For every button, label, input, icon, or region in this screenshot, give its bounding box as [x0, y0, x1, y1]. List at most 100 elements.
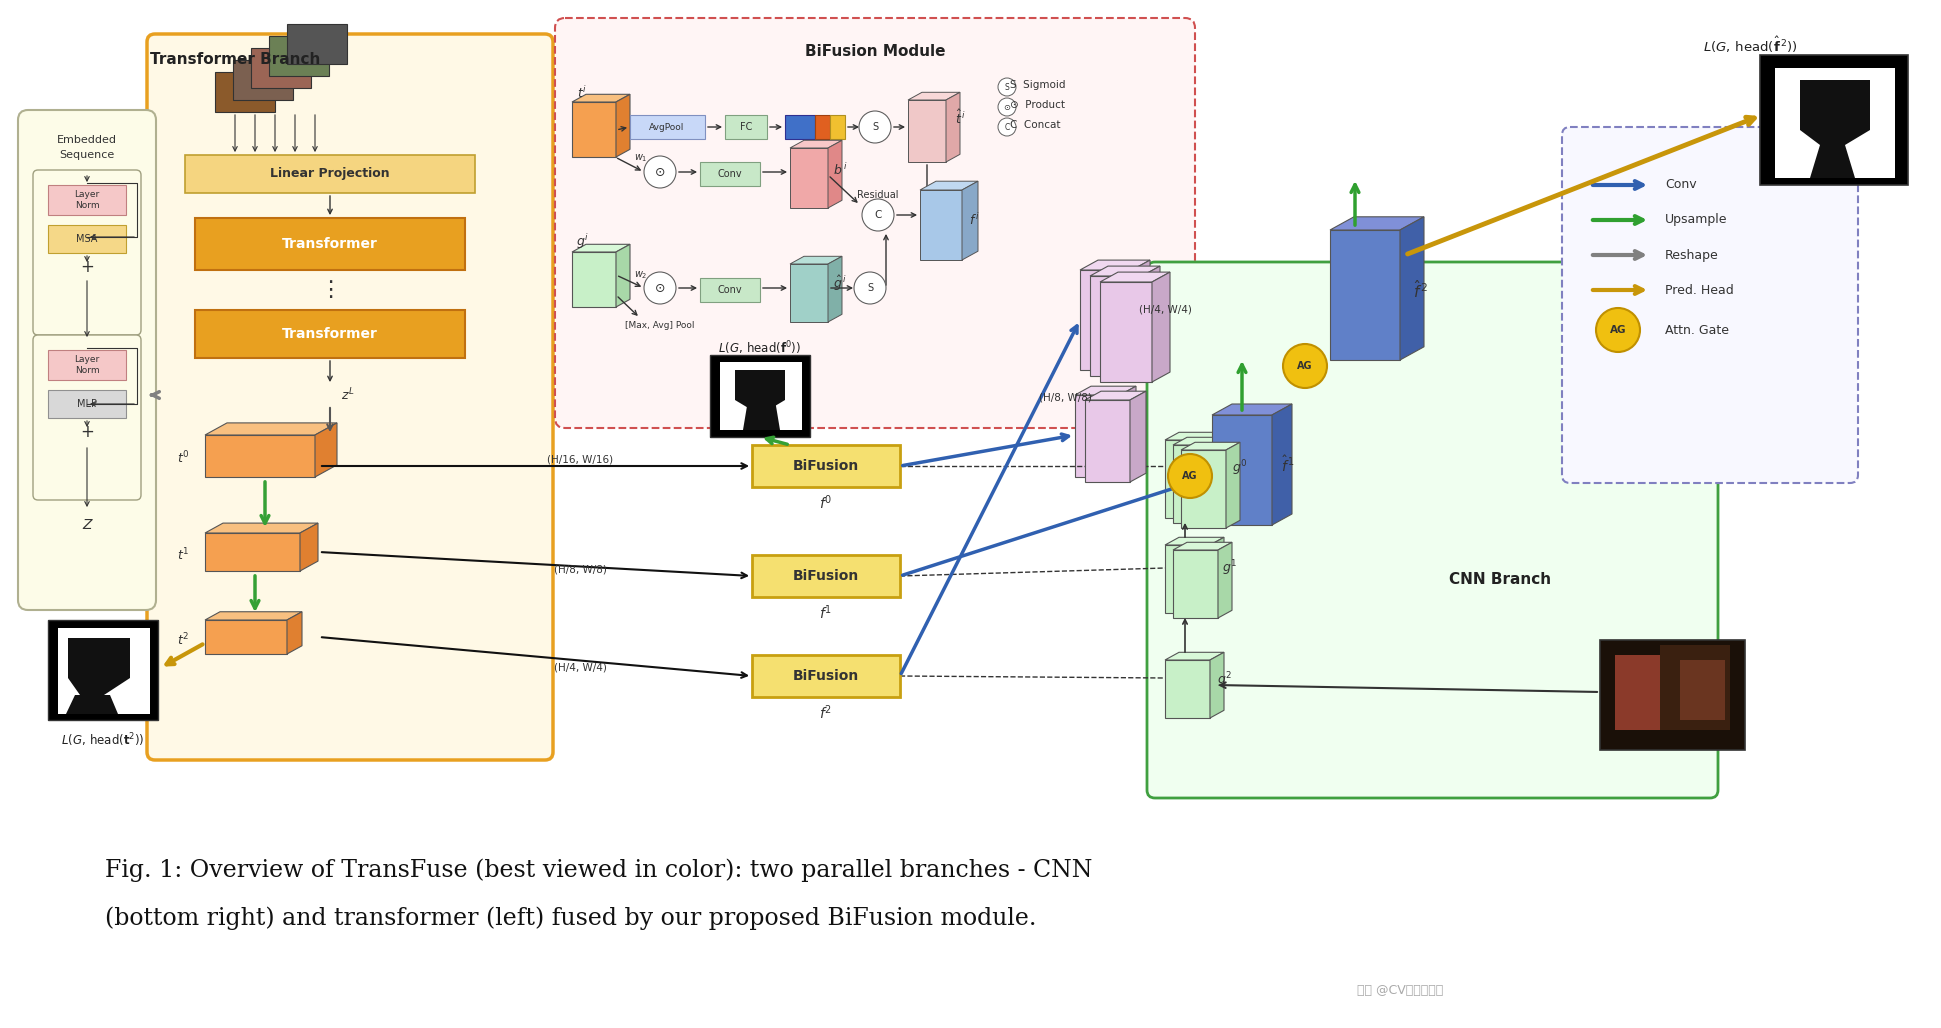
Text: ⊙  Product: ⊙ Product: [1009, 100, 1066, 110]
Text: $\hat{f}^{\,2}$: $\hat{f}^{\,2}$: [1413, 279, 1427, 301]
Text: ⊙: ⊙: [654, 282, 666, 294]
Text: AG: AG: [1182, 471, 1198, 481]
Bar: [1681, 660, 1726, 720]
Polygon shape: [206, 435, 314, 477]
Text: $L(G,\,\mathrm{head}(\mathbf{t}^2))$: $L(G,\,\mathrm{head}(\mathbf{t}^2))$: [62, 731, 146, 748]
Text: $t^0$: $t^0$: [177, 449, 190, 467]
Bar: [49, 225, 126, 253]
Text: Layer
Norm: Layer Norm: [74, 356, 99, 374]
Polygon shape: [1219, 437, 1233, 523]
Polygon shape: [1271, 404, 1293, 525]
Polygon shape: [573, 95, 631, 102]
Polygon shape: [963, 181, 978, 260]
Text: Conv: Conv: [718, 169, 741, 179]
Text: CNN Branch: CNN Branch: [1448, 573, 1551, 587]
Text: C: C: [1003, 122, 1009, 132]
Text: Residual: Residual: [858, 190, 899, 200]
Polygon shape: [1101, 282, 1153, 382]
Bar: [701, 162, 761, 186]
Polygon shape: [1132, 260, 1149, 370]
Bar: [815, 115, 831, 139]
Polygon shape: [945, 93, 961, 162]
Polygon shape: [1091, 276, 1141, 376]
Circle shape: [998, 98, 1015, 116]
Bar: [751, 655, 901, 697]
Text: $t^2$: $t^2$: [177, 631, 188, 649]
Bar: [49, 185, 126, 215]
Bar: [751, 555, 901, 597]
FancyBboxPatch shape: [1563, 127, 1858, 483]
FancyBboxPatch shape: [1147, 262, 1718, 798]
Text: 知乎 @CV计算机视觉: 知乎 @CV计算机视觉: [1357, 984, 1442, 996]
Bar: [1615, 655, 1669, 730]
Circle shape: [998, 118, 1015, 136]
Polygon shape: [1085, 400, 1130, 482]
Polygon shape: [1330, 230, 1399, 360]
Text: BiFusion Module: BiFusion Module: [806, 44, 945, 60]
Text: $g^2$: $g^2$: [1217, 670, 1233, 690]
Text: Embedded: Embedded: [56, 135, 116, 145]
Text: $\hat{g}^{\,i}$: $\hat{g}^{\,i}$: [833, 273, 846, 293]
Bar: [784, 115, 815, 139]
Polygon shape: [1180, 450, 1227, 528]
Polygon shape: [1172, 437, 1233, 445]
Text: $t^i$: $t^i$: [576, 85, 586, 101]
Text: $L(G,\,\mathrm{head}(\hat{\mathbf{f}}^{\,2}))$: $L(G,\,\mathrm{head}(\hat{\mathbf{f}}^{\…: [1702, 35, 1797, 56]
Polygon shape: [1079, 260, 1149, 270]
Text: $\hat{f}^{\,1}$: $\hat{f}^{\,1}$: [1281, 454, 1295, 475]
Text: (bottom right) and transformer (left) fused by our proposed BiFusion module.: (bottom right) and transformer (left) fu…: [105, 907, 1036, 929]
Text: BiFusion: BiFusion: [792, 669, 860, 683]
Polygon shape: [1209, 653, 1225, 718]
Polygon shape: [829, 140, 842, 208]
Text: Transformer: Transformer: [281, 327, 378, 341]
Polygon shape: [1101, 272, 1170, 282]
Text: S: S: [1005, 82, 1009, 91]
Text: S: S: [868, 283, 873, 293]
FancyBboxPatch shape: [17, 110, 155, 610]
Polygon shape: [573, 252, 615, 307]
Text: (H/8, W/8): (H/8, W/8): [1038, 393, 1091, 403]
Bar: [1660, 645, 1729, 730]
Bar: [49, 390, 126, 418]
Bar: [184, 155, 476, 193]
Text: Reshape: Reshape: [1665, 249, 1718, 261]
Polygon shape: [920, 190, 963, 260]
Polygon shape: [1227, 442, 1240, 528]
Text: Z: Z: [82, 518, 91, 533]
Circle shape: [1596, 308, 1640, 352]
Polygon shape: [1219, 543, 1233, 618]
Polygon shape: [1209, 433, 1225, 518]
Text: $L(G,\,\mathrm{head}(\mathbf{f}^0))$: $L(G,\,\mathrm{head}(\mathbf{f}^0))$: [718, 339, 802, 357]
FancyBboxPatch shape: [33, 335, 142, 500]
Bar: [49, 350, 126, 380]
Bar: [287, 24, 347, 64]
Polygon shape: [1399, 217, 1425, 360]
Text: [Max, Avg] Pool: [Max, Avg] Pool: [625, 321, 695, 330]
Polygon shape: [1774, 68, 1894, 178]
Circle shape: [1283, 344, 1328, 388]
Circle shape: [998, 78, 1015, 96]
Bar: [726, 115, 767, 139]
Bar: [831, 115, 844, 139]
Text: Pred. Head: Pred. Head: [1665, 284, 1733, 296]
Polygon shape: [1211, 404, 1293, 415]
Polygon shape: [790, 140, 842, 148]
Text: $w_2$: $w_2$: [635, 269, 648, 281]
Text: $g^i$: $g^i$: [576, 232, 588, 252]
Text: Linear Projection: Linear Projection: [270, 168, 390, 181]
Bar: [1760, 56, 1908, 185]
Polygon shape: [1172, 543, 1233, 550]
Text: $z^L$: $z^L$: [342, 387, 355, 403]
Polygon shape: [790, 264, 829, 322]
Polygon shape: [68, 638, 130, 695]
Bar: [194, 310, 466, 358]
Text: C  Concat: C Concat: [1009, 120, 1060, 130]
Text: ⋮: ⋮: [318, 280, 342, 300]
Text: Upsample: Upsample: [1665, 214, 1727, 226]
Polygon shape: [301, 523, 318, 571]
Polygon shape: [58, 628, 149, 714]
Bar: [49, 620, 157, 720]
Bar: [194, 218, 466, 270]
Polygon shape: [287, 612, 303, 654]
Bar: [233, 60, 293, 100]
